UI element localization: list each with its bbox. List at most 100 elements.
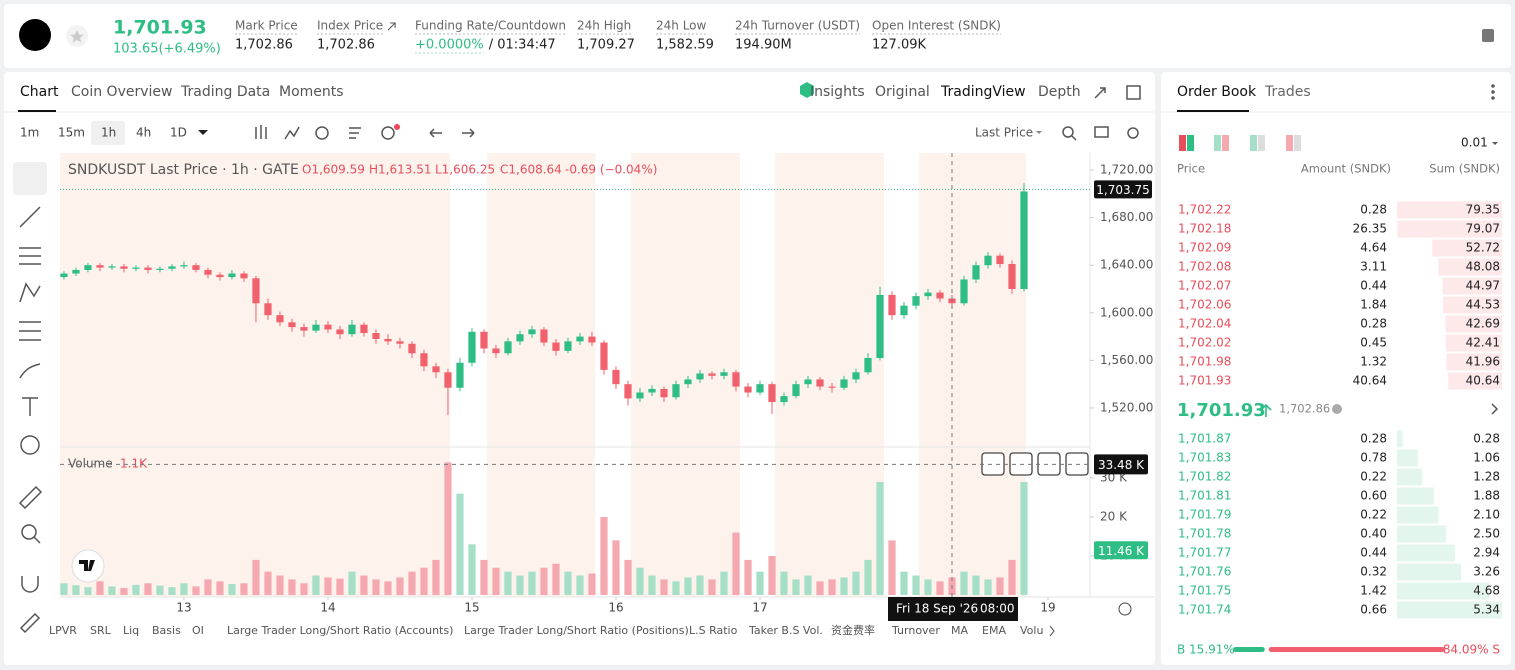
indicator[interactable]: Taker B.S Vol. xyxy=(748,624,823,637)
indicator[interactable]: Volu xyxy=(1020,624,1043,637)
volume-bar xyxy=(60,583,68,595)
volume-bar xyxy=(444,462,452,595)
depth-bar xyxy=(1397,601,1502,619)
session-bands xyxy=(60,153,1026,597)
indicator[interactable]: Large Trader Long/Short Ratio (Positions… xyxy=(464,624,689,637)
volume-bar xyxy=(252,559,260,595)
candle-body xyxy=(876,294,884,359)
candle-body xyxy=(804,379,812,385)
bid-sum: 1.28 xyxy=(1473,470,1500,484)
volume-bar xyxy=(768,556,776,595)
candle-body xyxy=(108,266,116,268)
candle-body xyxy=(72,269,80,274)
crosshair-date: Fri 18 Sep '26 xyxy=(896,602,978,616)
volume-bar xyxy=(240,583,248,595)
candle-body xyxy=(660,388,668,398)
candle-body xyxy=(516,334,524,342)
candle-body xyxy=(840,379,848,388)
interval[interactable]: 1D xyxy=(170,126,187,140)
volume-bar xyxy=(468,544,476,595)
bid-price: 1,701.81 xyxy=(1178,489,1231,503)
ask-amount: 0.44 xyxy=(1360,279,1387,293)
layout-icons[interactable] xyxy=(1179,135,1301,151)
depth-bar xyxy=(1443,296,1502,314)
tab[interactable]: Coin Overview xyxy=(71,84,172,100)
price-type[interactable]: Last Price xyxy=(975,126,1033,140)
stat-label: Funding Rate/Countdown xyxy=(415,19,566,33)
volume-bar xyxy=(864,559,872,595)
indicator[interactable]: EMA xyxy=(982,624,1006,637)
up-arrow xyxy=(1260,403,1272,417)
candle-body xyxy=(540,329,548,343)
candle-body xyxy=(756,384,764,393)
tab[interactable]: Trading Data xyxy=(180,84,270,100)
volume-bar xyxy=(636,567,644,595)
crosshair-value: 33.48 K xyxy=(1098,458,1145,472)
volume-bar xyxy=(936,581,944,595)
depth-bar xyxy=(1448,372,1502,390)
candle-body xyxy=(528,329,536,335)
candle-body xyxy=(984,255,992,266)
indicator[interactable]: L.S Ratio xyxy=(689,624,738,637)
candle-body xyxy=(84,265,92,270)
candle-body xyxy=(192,265,200,270)
dropdown-caret[interactable] xyxy=(198,130,208,135)
indicator[interactable]: Basis xyxy=(152,624,181,637)
x-tick-label: 14 xyxy=(320,601,335,615)
expand-arrow[interactable] xyxy=(1491,403,1499,415)
volume-bar xyxy=(276,575,284,595)
mark-price: 1,702.86 xyxy=(1279,402,1330,416)
candle-body xyxy=(684,379,692,385)
indicator[interactable]: LPVR xyxy=(49,624,77,637)
stat-label: 24h Turnover (USDT) xyxy=(735,19,860,33)
volume-bar xyxy=(600,517,608,595)
indicator[interactable]: Liq xyxy=(123,624,139,637)
volume-bar xyxy=(312,575,320,595)
indicator[interactable]: Turnover xyxy=(891,624,940,637)
last-price-label: 1,703.75 xyxy=(1096,183,1149,197)
indicator[interactable]: SRL xyxy=(90,624,112,637)
scroll-right[interactable] xyxy=(1049,625,1055,637)
candle-body xyxy=(276,315,284,323)
view-tab[interactable]: Insights xyxy=(810,84,865,100)
indicator[interactable]: 资金费率 xyxy=(831,623,875,637)
bid-sum: 1.06 xyxy=(1473,451,1500,465)
tab[interactable]: Order Book xyxy=(1177,84,1257,100)
interval[interactable]: 15m xyxy=(58,126,85,140)
view-tab[interactable]: Original xyxy=(875,84,930,100)
bid-sum: 5.34 xyxy=(1473,603,1500,617)
view-tab[interactable]: TradingView xyxy=(940,84,1026,100)
indicator[interactable]: MA xyxy=(951,624,968,637)
indicator[interactable]: Large Trader Long/Short Ratio (Accounts) xyxy=(227,624,453,637)
buy-ratio: B 15.91% xyxy=(1177,643,1235,657)
volume-bar xyxy=(216,581,224,595)
y-tick-label: 1,680.00 xyxy=(1100,210,1153,224)
interval[interactable]: 1m xyxy=(20,126,39,140)
settings-icon[interactable] xyxy=(1118,602,1132,616)
tab[interactable]: Trades xyxy=(1264,84,1311,100)
candle-body xyxy=(408,343,416,354)
candle-body xyxy=(504,341,512,354)
header-bar xyxy=(4,4,1511,68)
stat-value: / 01:34:47 xyxy=(489,38,556,53)
dropdown-caret xyxy=(1036,131,1042,134)
candle-body xyxy=(168,266,176,269)
interval[interactable]: 4h xyxy=(136,126,151,140)
tab[interactable]: Moments xyxy=(279,84,344,100)
volume-bar xyxy=(156,585,164,595)
view-tab[interactable]: Depth xyxy=(1038,84,1081,100)
menu-icon[interactable] xyxy=(1482,29,1494,42)
candle-body xyxy=(1020,191,1028,289)
candle-body xyxy=(732,372,740,387)
crosshair-value-box xyxy=(1094,454,1148,475)
volume-bar xyxy=(360,575,368,595)
ask-amount: 0.28 xyxy=(1360,203,1387,217)
volume-bar xyxy=(120,587,128,595)
ask-sum: 44.53 xyxy=(1466,298,1500,312)
interval[interactable]: 1h xyxy=(101,126,116,140)
tab[interactable]: Chart xyxy=(20,84,59,100)
indicator[interactable]: OI xyxy=(192,624,204,637)
depth-bar xyxy=(1397,525,1447,543)
depth-bar xyxy=(1445,334,1502,352)
tick-size[interactable]: 0.01 xyxy=(1461,136,1488,150)
